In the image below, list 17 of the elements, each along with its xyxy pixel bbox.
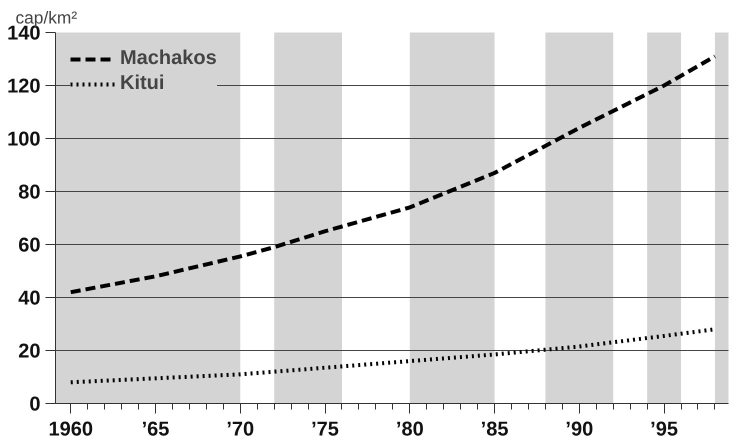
x-tick-label: 1960 [48, 418, 94, 440]
y-tick-label: 80 [18, 182, 41, 204]
x-tick-label: ’95 [650, 418, 678, 440]
x-tick-label: ’65 [142, 418, 170, 440]
x-tick-label: ’80 [396, 418, 424, 440]
x-tick-label: ’90 [565, 418, 594, 440]
y-tick-label: 0 [29, 394, 40, 416]
x-tick-label: ’85 [480, 418, 508, 440]
y-tick-label: 40 [18, 288, 41, 310]
y-tick-label: 120 [7, 76, 41, 98]
x-tick-label: ’70 [226, 418, 254, 440]
legend-label: Kitui [120, 72, 164, 95]
y-tick-label: 100 [7, 128, 41, 150]
x-tick-label: ’75 [311, 418, 339, 440]
y-tick-label: 60 [18, 234, 41, 256]
y-tick-label: 20 [18, 340, 41, 362]
legend-label: Machakos [120, 47, 217, 70]
